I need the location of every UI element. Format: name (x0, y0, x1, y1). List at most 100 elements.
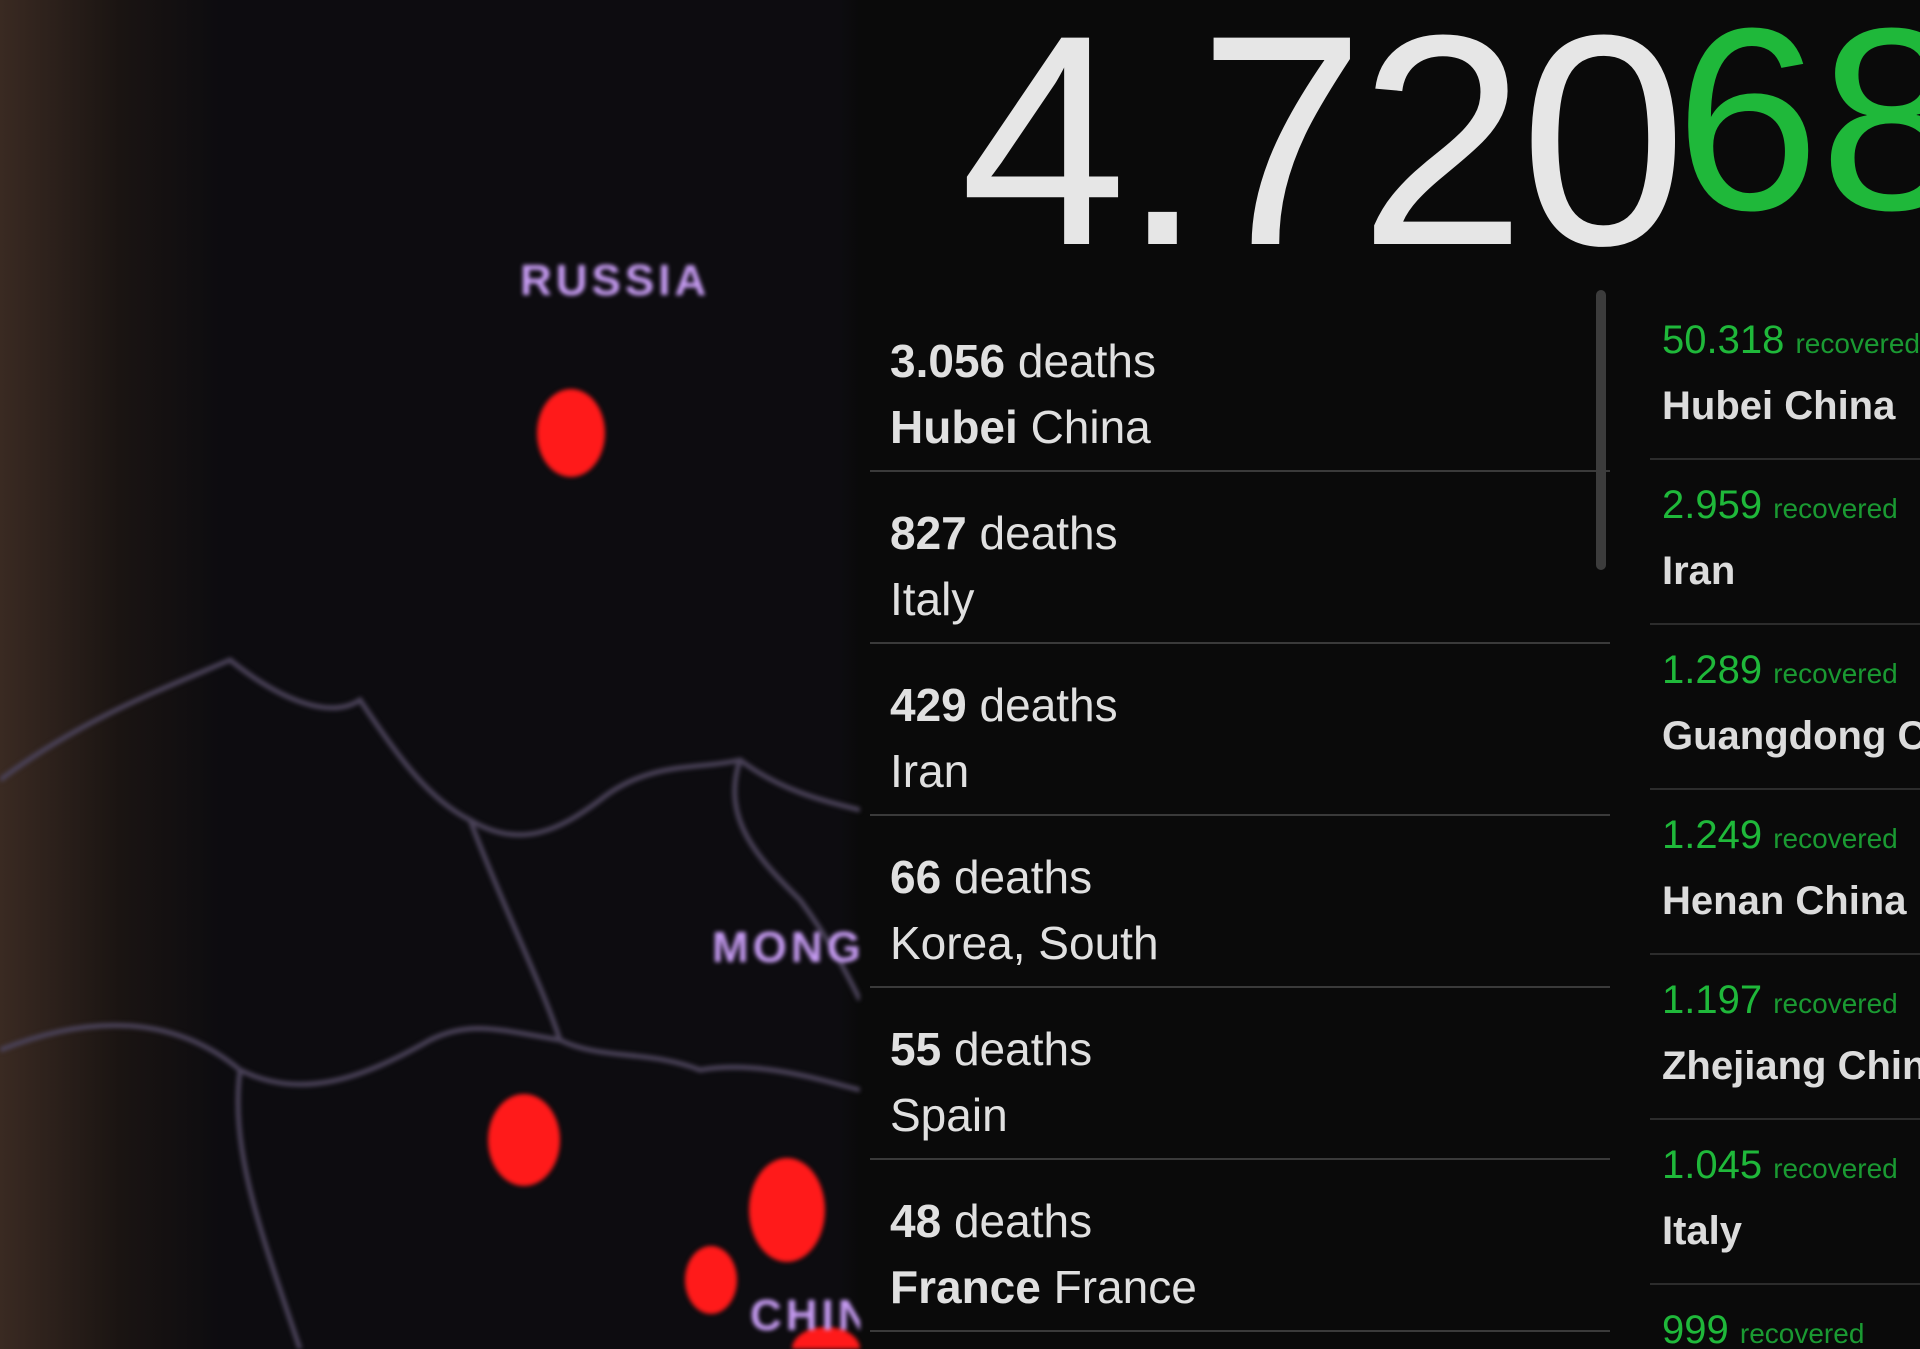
death-count: 429 (890, 679, 967, 731)
line: Korea, South (890, 910, 1610, 976)
line: 55 deaths (890, 1016, 1610, 1082)
line: Italy (1662, 1200, 1920, 1262)
map-label: MONGO (712, 923, 860, 972)
border (732, 759, 860, 1002)
recovered-count: 1.197 (1662, 978, 1763, 1022)
line: Hubei China (890, 394, 1610, 460)
borders (0, 657, 860, 1349)
border (467, 819, 860, 1093)
country: France (1053, 1261, 1197, 1313)
death-row: 3.056 deaths Hubei China (870, 300, 1610, 472)
death-unit: deaths (979, 507, 1118, 559)
death-unit: deaths (953, 1023, 1093, 1075)
country: Italy (890, 573, 975, 625)
marker (488, 1094, 560, 1186)
line: Italy (890, 566, 1610, 632)
recovered-count: 1.045 (1662, 1143, 1763, 1187)
death-row: 48 deaths France France (870, 1160, 1610, 1332)
map-label: CHINA (750, 1291, 860, 1340)
region: Guangdong (1662, 714, 1887, 758)
country: China (1784, 384, 1896, 428)
recovered-unit: recovered (1773, 1153, 1898, 1184)
recovered-total: 68. (1675, 0, 1920, 265)
line: 50.318 recovered (1662, 309, 1920, 375)
map: RUSSIA MONGO CHINA (0, 256, 860, 1349)
line: Zhejiang China (1662, 1035, 1920, 1097)
country: China (1795, 879, 1907, 923)
country: Iran (890, 745, 970, 797)
recovered-unit: recovered (1773, 493, 1898, 524)
region: Hubei (1662, 384, 1774, 428)
country: Spain (890, 1089, 1008, 1141)
region: Italy (1662, 1209, 1743, 1253)
line: France France (890, 1254, 1610, 1320)
line: Iran (890, 738, 1610, 804)
recovered-row: 1.289 recovered Guangdong China (1650, 625, 1920, 790)
death-count: 48 (890, 1195, 942, 1247)
recovered-row: 999 recovered (1650, 1285, 1920, 1349)
deaths-list: 3.056 deaths Hubei China 827 deaths Italy 42… (870, 300, 1610, 1332)
country: China (1837, 1044, 1920, 1088)
line: 48 deaths (890, 1188, 1610, 1254)
death-count: 827 (890, 507, 967, 559)
recovered-list: 50.318 recovered Hubei China 2.959 recover… (1650, 295, 1920, 1349)
map-label: RUSSIA (520, 256, 710, 305)
death-count: 55 (890, 1023, 942, 1075)
country: Korea, South (890, 917, 1159, 969)
recovered-count: 1.289 (1662, 648, 1763, 692)
marker (792, 1327, 860, 1349)
scrollbar[interactable] (1596, 290, 1606, 570)
line: 827 deaths (890, 500, 1610, 566)
recovered-row: 50.318 recovered Hubei China (1650, 295, 1920, 460)
line: Henan China (1662, 870, 1920, 932)
line: 3.056 deaths (890, 328, 1610, 394)
country: China (1030, 401, 1151, 453)
line: 66 deaths (890, 844, 1610, 910)
border (235, 1069, 303, 1349)
recovered-unit: recovered (1773, 988, 1898, 1019)
death-row: 827 deaths Italy (870, 472, 1610, 644)
country: China (1898, 714, 1920, 758)
recovered-unit: recovered (1773, 823, 1898, 854)
line: 1.249 recovered (1662, 804, 1920, 870)
recovered-count: 2.959 (1662, 483, 1763, 527)
recovered-count: 50.318 (1662, 318, 1785, 362)
markers (488, 389, 860, 1349)
region: Henan (1662, 879, 1785, 923)
death-row: 66 deaths Korea, South (870, 816, 1610, 988)
marker (749, 1158, 825, 1262)
line: Iran (1662, 540, 1920, 602)
death-count: 3.056 (890, 335, 1006, 387)
death-row: 429 deaths Iran (870, 644, 1610, 816)
recovered-unit: recovered (1773, 658, 1898, 689)
line: 1.197 recovered (1662, 969, 1920, 1035)
line: 2.959 recovered (1662, 474, 1920, 540)
border (0, 1022, 561, 1087)
region: Zhejiang (1662, 1044, 1827, 1088)
death-unit: deaths (953, 1195, 1093, 1247)
death-unit: deaths (979, 679, 1118, 731)
recovered-row: 2.959 recovered Iran (1650, 460, 1920, 625)
death-unit: deaths (953, 851, 1093, 903)
line: Hubei China (1662, 375, 1920, 437)
border (0, 657, 860, 838)
region: France (890, 1261, 1041, 1313)
deaths-total: 4.720 (960, 0, 1687, 308)
line: 1.289 recovered (1662, 639, 1920, 705)
death-count: 66 (890, 851, 942, 903)
death-unit: deaths (1017, 335, 1157, 387)
line: Spain (890, 1082, 1610, 1148)
line: 429 deaths (890, 672, 1610, 738)
region: Iran (1662, 549, 1736, 593)
region: Hubei (890, 401, 1018, 453)
recovered-count: 999 (1662, 1308, 1729, 1349)
line: 999 recovered (1662, 1299, 1920, 1349)
line: 1.045 recovered (1662, 1134, 1920, 1200)
recovered-unit: recovered (1739, 1318, 1865, 1349)
marker (685, 1246, 737, 1314)
recovered-row: 1.045 recovered Italy (1650, 1120, 1920, 1285)
recovered-unit: recovered (1795, 328, 1920, 359)
